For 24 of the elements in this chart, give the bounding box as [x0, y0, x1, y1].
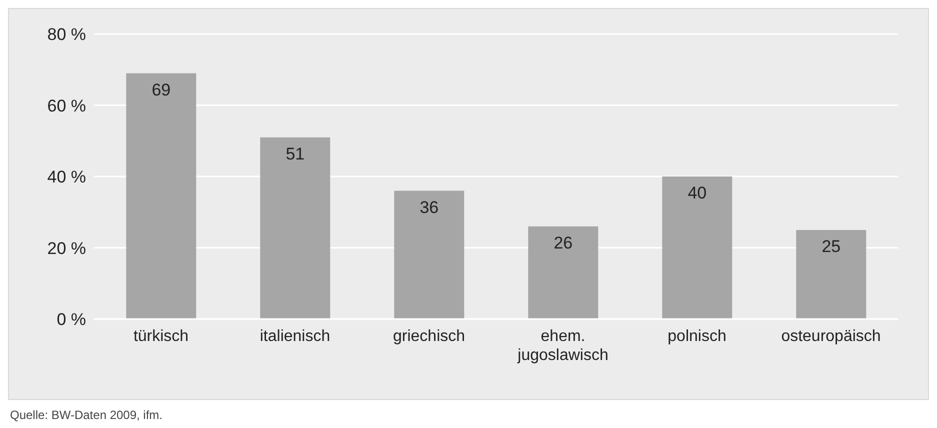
y-tick-label: 20 %: [47, 238, 86, 258]
bar: [260, 137, 330, 319]
bar: [394, 190, 464, 319]
y-tick-label: 40 %: [47, 168, 86, 187]
data-label: 40: [688, 184, 707, 203]
bar: [662, 176, 732, 319]
data-label: 69: [152, 80, 171, 100]
x-tick-label: türkisch: [133, 328, 189, 345]
x-tick-label: italienisch: [260, 328, 330, 345]
y-tick-label: 60 %: [47, 96, 86, 116]
x-tick-label: osteuropäisch: [781, 328, 881, 345]
bar: [126, 73, 196, 319]
data-label: 36: [420, 198, 439, 217]
y-tick-label: 0 %: [56, 310, 86, 330]
bar: [528, 226, 598, 319]
data-label: 25: [822, 237, 841, 256]
x-tick-label: ehem. jugoslawisch: [516, 328, 608, 364]
data-label: 26: [554, 233, 573, 252]
x-tick-label: polnisch: [668, 328, 726, 345]
source-note: Quelle: BW-Daten 2009, ifm.: [10, 408, 164, 422]
data-label: 51: [286, 144, 305, 164]
x-tick-label: griechisch: [392, 328, 466, 345]
y-tick-label: 80 %: [47, 25, 86, 44]
bar: [796, 230, 866, 319]
